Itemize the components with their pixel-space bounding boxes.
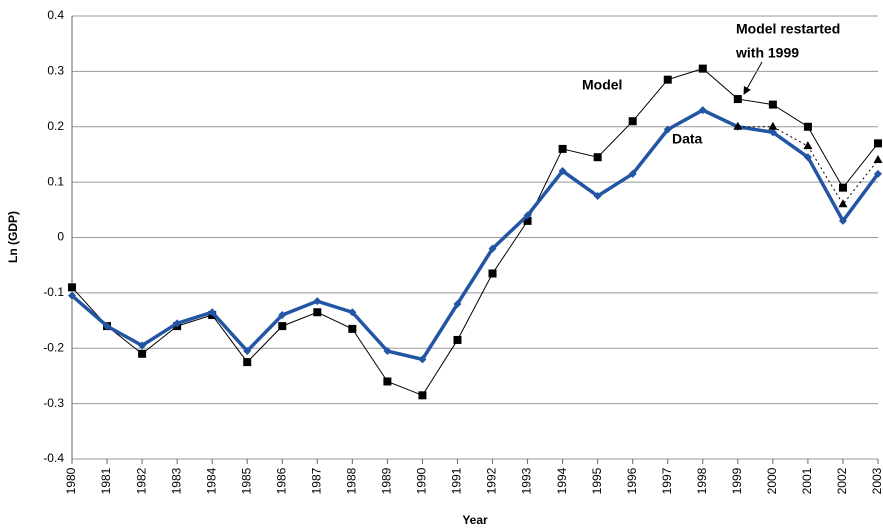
point-marker — [698, 106, 707, 115]
x-tick-label: 1995 — [590, 467, 604, 494]
point-marker — [383, 377, 392, 386]
annotation: with 1999 — [735, 45, 799, 61]
point-marker — [663, 75, 672, 84]
x-tick-label: 1991 — [450, 467, 464, 494]
x-tick-label: 1980 — [64, 467, 78, 494]
x-tick-label: 1987 — [309, 467, 323, 494]
point-marker — [68, 283, 76, 292]
y-tick-label: 0.2 — [47, 119, 64, 133]
x-tick-label: 1989 — [380, 467, 394, 494]
point-marker — [558, 167, 567, 176]
x-tick-label: 1996 — [625, 467, 639, 494]
point-marker — [838, 216, 847, 225]
point-marker — [488, 269, 497, 278]
x-tick-label: 1981 — [99, 467, 113, 494]
point-marker — [874, 139, 882, 148]
point-marker — [68, 291, 76, 300]
point-marker — [768, 128, 777, 137]
point-marker — [733, 95, 742, 104]
annotation-arrow — [743, 61, 763, 95]
x-tick-label: 2001 — [800, 467, 814, 494]
x-tick-label: 1988 — [345, 467, 359, 494]
point-marker — [278, 311, 287, 320]
point-marker — [243, 358, 252, 367]
point-marker — [488, 244, 497, 253]
point-marker — [418, 355, 427, 364]
point-marker — [873, 154, 883, 163]
y-tick-label: -0.4 — [43, 451, 64, 465]
point-marker — [558, 144, 567, 153]
series-label: Model — [582, 77, 622, 93]
series-line — [71, 68, 879, 396]
point-marker — [383, 347, 392, 356]
y-tick-label: 0.1 — [47, 174, 64, 188]
point-marker — [733, 121, 743, 130]
point-marker — [243, 347, 252, 356]
x-tick-label: 1986 — [274, 467, 288, 494]
point-marker — [313, 308, 322, 317]
y-axis-title: Ln (GDP) — [6, 211, 20, 263]
point-marker — [138, 341, 147, 350]
point-marker — [803, 141, 813, 150]
x-tick-label: 1984 — [204, 467, 218, 494]
point-marker — [348, 324, 357, 333]
point-marker — [874, 169, 882, 178]
x-tick-label: 2002 — [835, 467, 849, 494]
point-marker — [278, 322, 287, 331]
point-marker — [453, 335, 462, 344]
point-marker — [523, 216, 532, 225]
point-marker — [838, 183, 847, 192]
y-tick-label: -0.2 — [43, 340, 64, 354]
series-label: Data — [672, 131, 703, 147]
x-tick-label: 1992 — [485, 467, 499, 494]
point-marker — [348, 308, 357, 317]
point-marker — [208, 308, 217, 317]
y-tick-label: 0.3 — [47, 64, 64, 78]
x-tick-label: 1990 — [415, 467, 429, 494]
y-tick-label: 0.4 — [47, 8, 64, 22]
x-tick-label: 2000 — [765, 467, 779, 494]
series-line — [737, 126, 879, 206]
x-tick-label: 2003 — [870, 467, 883, 494]
series-line — [70, 108, 880, 362]
x-tick-label: 1993 — [520, 467, 534, 494]
point-marker — [138, 349, 147, 358]
point-marker — [593, 191, 602, 200]
point-marker — [103, 322, 112, 331]
y-tick-label: -0.1 — [43, 285, 64, 299]
point-marker — [313, 297, 322, 306]
point-marker — [453, 299, 462, 308]
point-marker — [418, 391, 427, 400]
point-marker — [663, 125, 672, 134]
annotation: Model restarted — [736, 21, 840, 37]
x-tick-label: 1985 — [239, 467, 253, 494]
x-tick-label: 1997 — [660, 467, 674, 494]
point-marker — [593, 153, 602, 162]
point-marker — [173, 319, 182, 328]
point-marker — [768, 100, 777, 109]
point-marker — [523, 211, 532, 220]
x-tick-label: 1982 — [134, 467, 148, 494]
point-marker — [838, 199, 848, 208]
point-marker — [698, 64, 707, 73]
y-tick-label: -0.3 — [43, 396, 64, 410]
x-tick-label: 1999 — [730, 467, 744, 494]
point-marker — [768, 121, 778, 130]
x-tick-label: 1994 — [555, 467, 569, 494]
point-marker — [628, 117, 637, 126]
y-tick-label: 0 — [57, 230, 64, 244]
point-marker — [803, 153, 812, 162]
x-axis-title: Year — [462, 513, 488, 527]
x-tick-label: 1998 — [695, 467, 709, 494]
point-marker — [628, 169, 637, 178]
point-marker — [803, 122, 812, 131]
x-tick-label: 1983 — [169, 467, 183, 494]
